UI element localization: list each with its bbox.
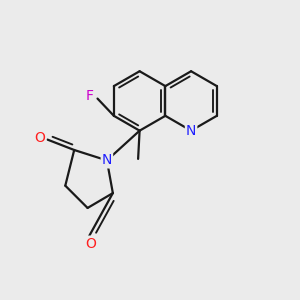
Text: N: N xyxy=(102,153,112,167)
Text: F: F xyxy=(86,89,94,103)
Text: N: N xyxy=(186,124,196,138)
Text: O: O xyxy=(34,131,46,145)
Text: O: O xyxy=(85,237,96,250)
